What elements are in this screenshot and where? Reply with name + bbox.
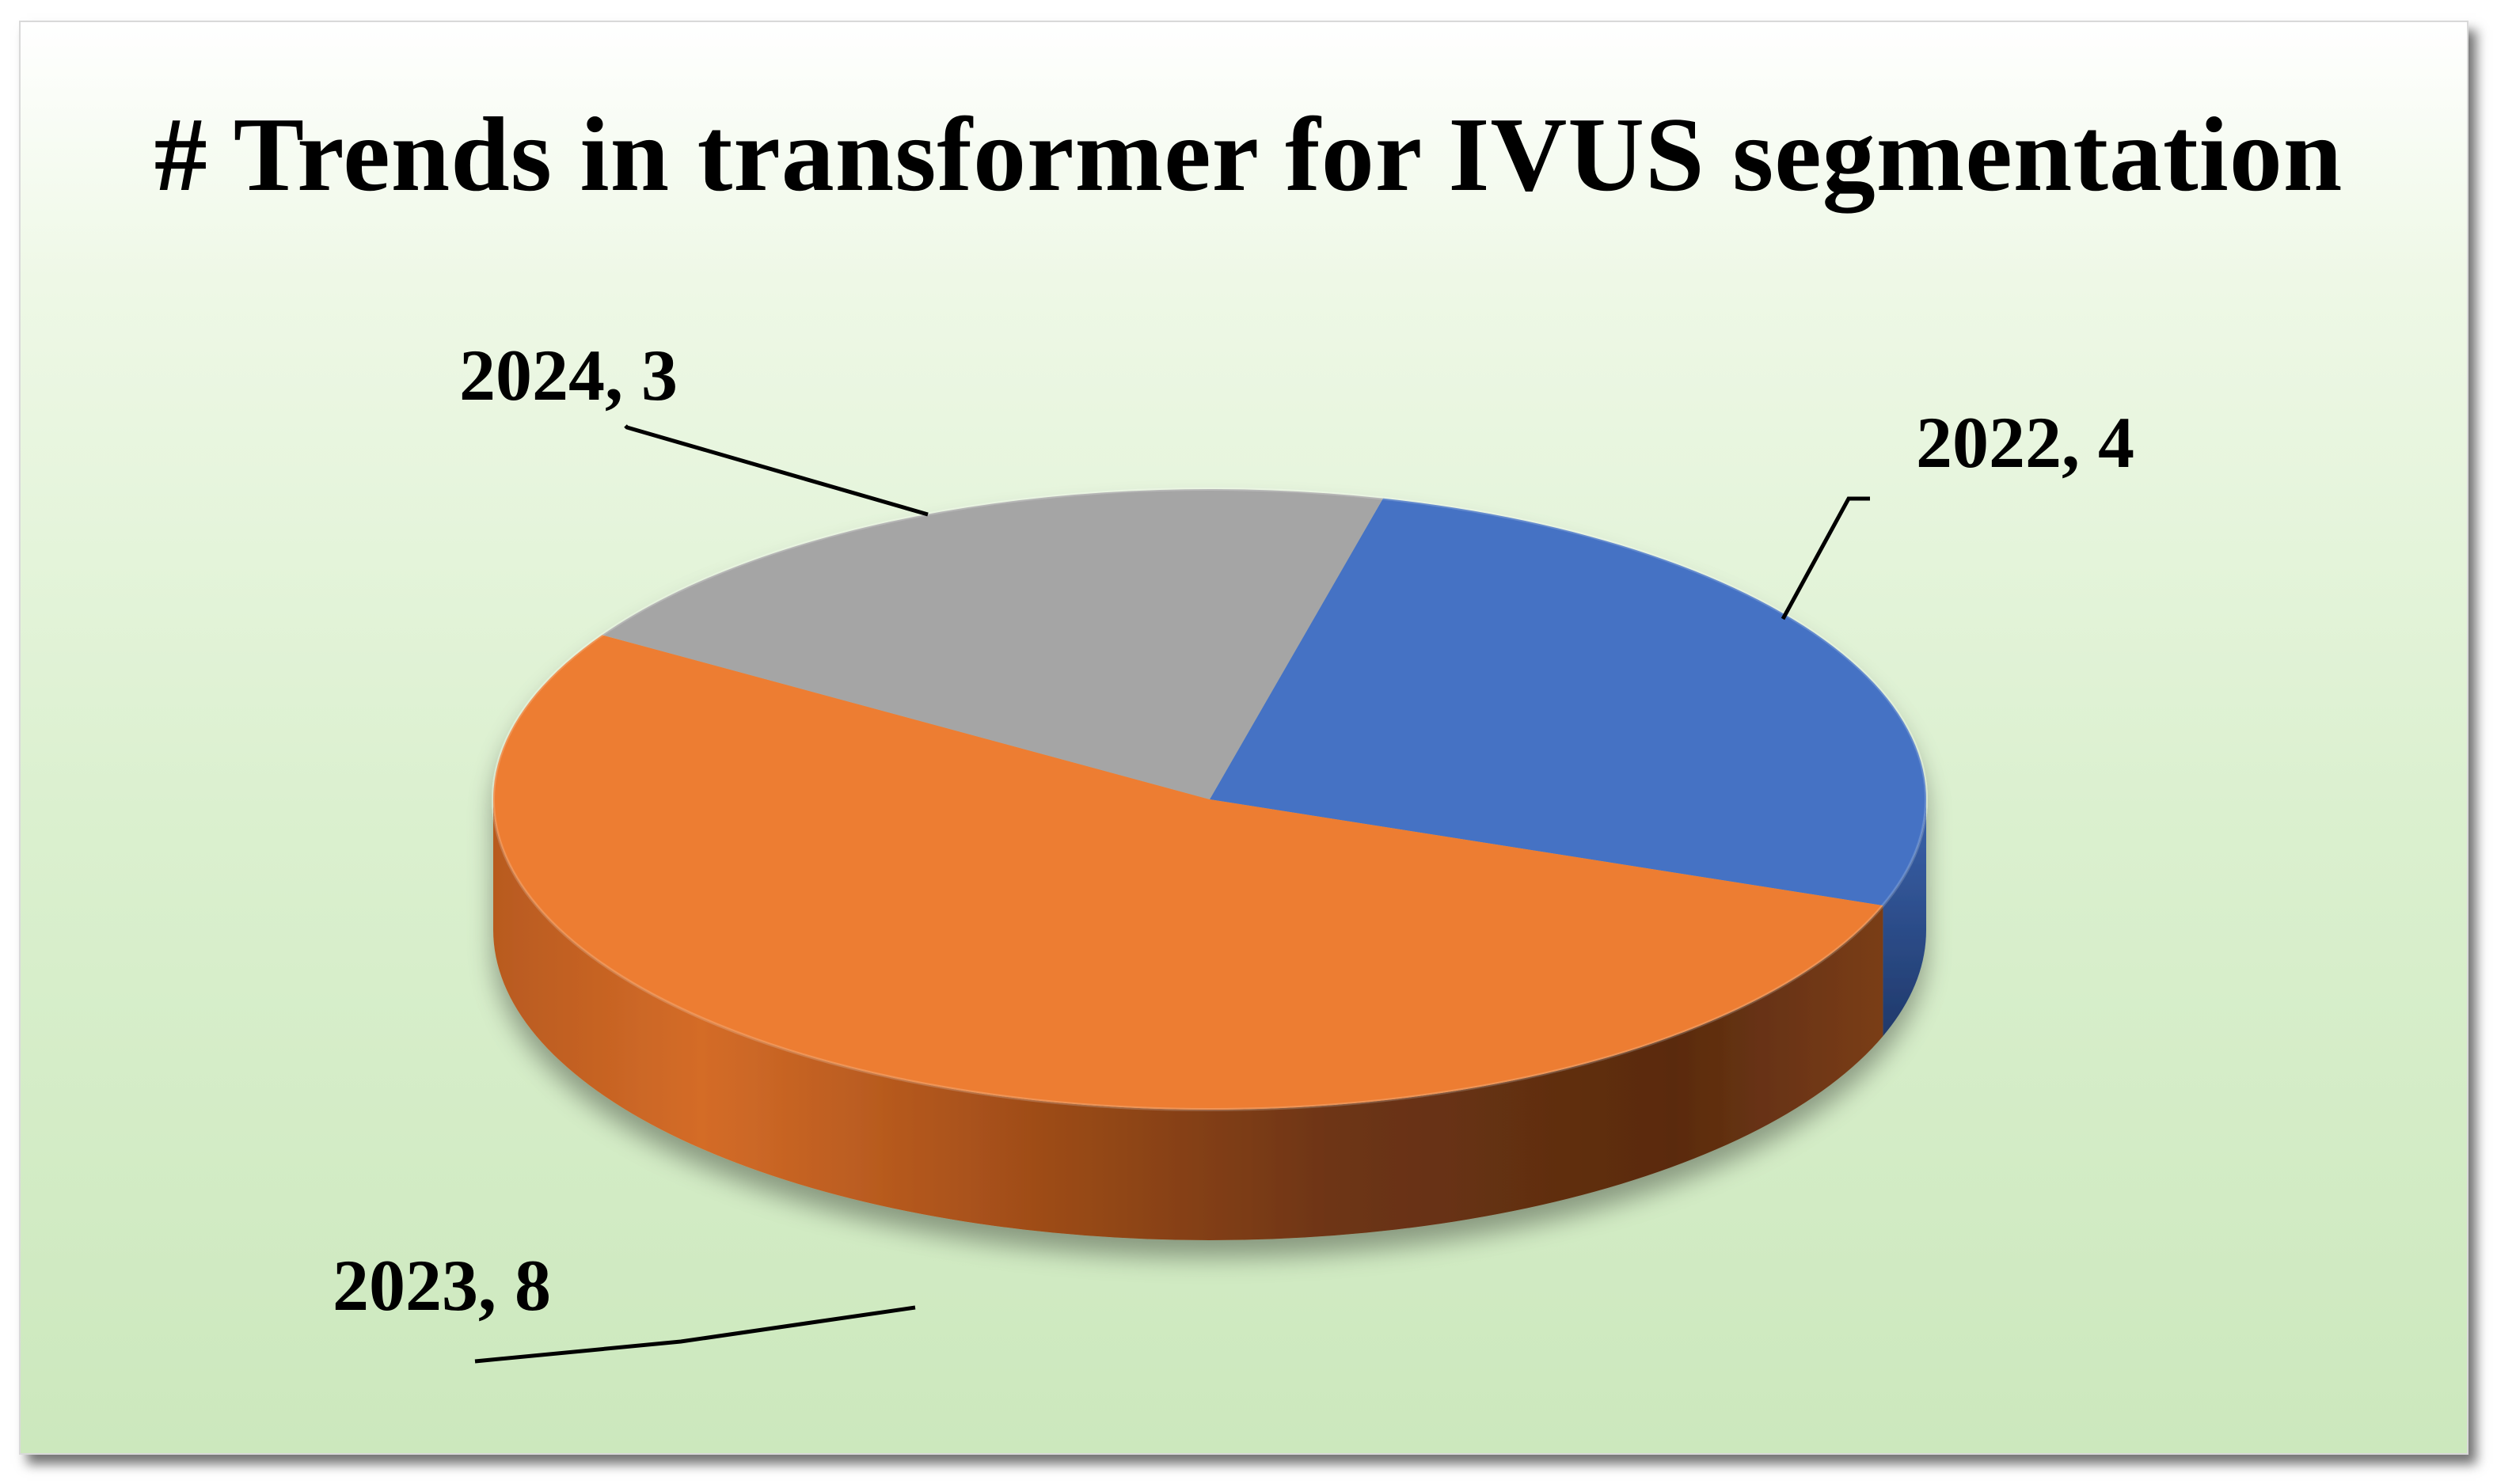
data-label-2022: 2022, 4 xyxy=(1916,402,2134,483)
leader-line-2024 xyxy=(624,424,929,517)
pie-slice-2022 xyxy=(1210,498,1926,906)
chart-title: # Trends in transformer for IVUS segment… xyxy=(154,96,2343,213)
pie-rim xyxy=(492,488,1928,1111)
pie-slice-side-2022 xyxy=(1883,799,1926,1037)
pie-slice-2023 xyxy=(492,635,1883,1110)
data-label-2024: 2024, 3 xyxy=(459,335,678,416)
data-label-2023: 2023, 8 xyxy=(333,1245,551,1326)
pie-slice-side-2023 xyxy=(493,799,1883,1240)
pie-slice-2024 xyxy=(602,489,1383,799)
leader-line-2022 xyxy=(1781,496,1870,621)
leader-line-2023 xyxy=(474,1305,916,1364)
